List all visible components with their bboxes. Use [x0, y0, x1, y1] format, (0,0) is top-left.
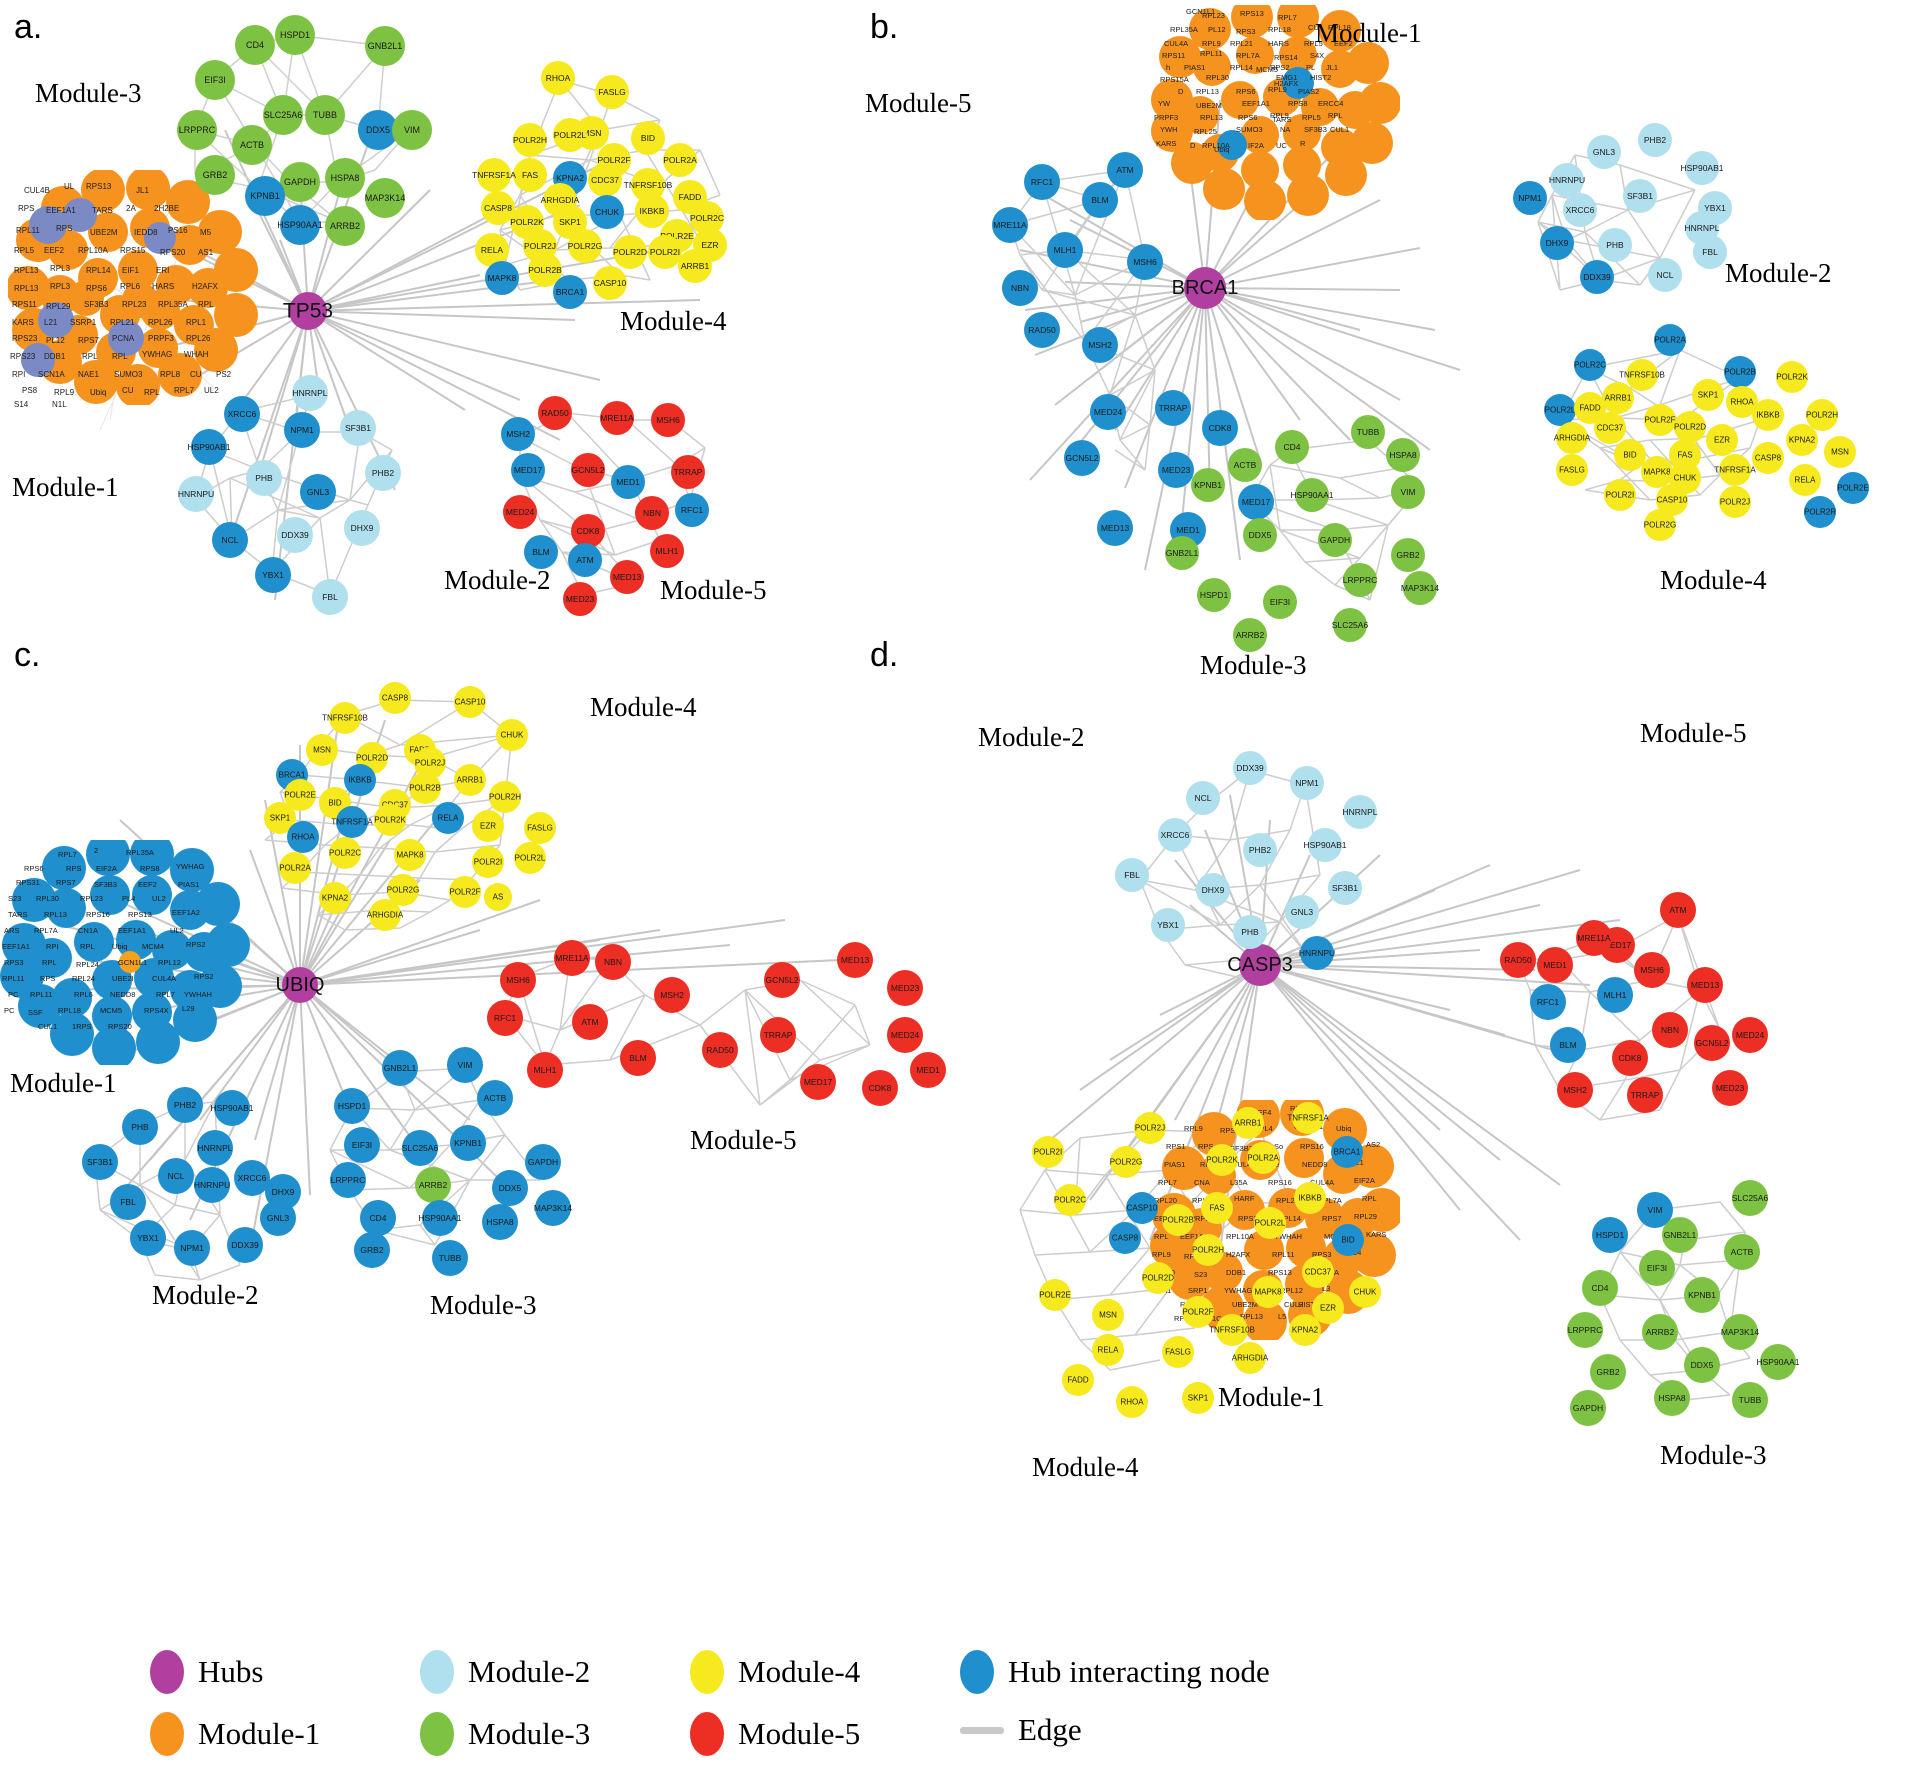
module-label-d-4: Module-4: [1032, 1452, 1139, 1482]
legend-swatch-module1: [150, 1712, 184, 1756]
legend-label-edge: Edge: [1018, 1712, 1082, 1747]
module1-blob-b: [1151, 0, 1401, 222]
module1-labels-a: CUL4B UL RPS13 JL1 RPS EEF1A1 TARS 2A 2H…: [10, 182, 232, 409]
panel-b-letter: b.: [870, 8, 899, 46]
panel-c: c.: [0, 636, 960, 1650]
legend-swatch-module4: [690, 1650, 724, 1694]
panel-d-letter: d.: [870, 636, 899, 674]
module4-edges-b: [1559, 349, 1761, 501]
module-label-c-2: Module-2: [152, 1280, 259, 1310]
module-label-a-3: Module-3: [35, 78, 142, 108]
module-label-c-5: Module-5: [690, 1125, 797, 1155]
legend-label-module4: Module-4: [738, 1654, 861, 1689]
legend-label-module1: Module-1: [198, 1716, 321, 1751]
panel-d: d.: [870, 636, 1923, 1650]
module1-labels-b: RPL23 RPS13 RPL7 RPL35A PL12 RPS3 RPL18 …: [1154, 7, 1353, 154]
module1-cluster-a: CUL4B UL RPS13 JL1 RPS EEF1A1 TARS 2A 2H…: [6, 166, 258, 409]
legend-item-module2: Module-2: [420, 1650, 590, 1694]
module5-edges-d: [1519, 914, 1721, 1121]
module1-blob-c: [0, 832, 250, 1070]
module2-edges-d: [1139, 769, 1321, 981]
panel-c-letter: c.: [14, 636, 41, 674]
legend-swatch-edge: [960, 1726, 1004, 1734]
legend-swatch-hub-interacting: [960, 1650, 994, 1694]
module-label-d-3: Module-3: [1660, 1440, 1767, 1470]
legend-swatch-module3: [420, 1712, 454, 1756]
module-label-d-1: Module-1: [1218, 1382, 1325, 1412]
module-label-a-4: Module-4: [620, 306, 727, 336]
module-label-d-2: Module-2: [978, 722, 1085, 752]
panel-a-letter: a.: [14, 8, 43, 46]
legend-label-module2: Module-2: [468, 1654, 591, 1689]
module3-edges-c: [329, 1067, 541, 1246]
panel-b-network: [1009, 99, 1761, 601]
panel-c-network: [54, 699, 871, 1281]
figure-legend: Hubs Module-2 Module-4 Hub interacting n…: [150, 1650, 1380, 1770]
legend-item-module3: Module-3: [420, 1712, 590, 1756]
module1-cluster-b: RPL23 RPS13 RPL7 RPL35A PL12 RPS3 RPL18 …: [1150, 0, 1401, 222]
panel-d-network: [1019, 769, 1751, 1401]
legend-item-hubs: Hubs: [150, 1650, 263, 1694]
module2-edges-c: [94, 1101, 241, 1281]
module4-edges-c: [264, 699, 513, 931]
legend-item-edge: Edge: [960, 1712, 1082, 1748]
module-label-b-3: Module-3: [1200, 650, 1307, 680]
module1-labels-c: RPL7 2 RPL35A RPS6 RPS EIF2A RPS8 YWHAG …: [2, 846, 214, 1031]
module3-edges-b: [1249, 439, 1421, 601]
module-label-b-4: Module-4: [1660, 565, 1767, 595]
module-label-c-1: Module-1: [10, 1068, 117, 1098]
legend-swatch-hubs: [150, 1650, 184, 1694]
panel-b: b.: [865, 0, 1923, 680]
module-label-a-2: Module-2: [444, 565, 551, 595]
panel-a: a.: [0, 0, 960, 660]
legend-item-hub-interacting: Hub interacting node: [960, 1650, 1270, 1694]
legend-swatch-module5: [690, 1712, 724, 1756]
module1-labels-d: ARHGEF4 RPS20 RPL9 RPS1 RPL4 GCN1L1 Ubiq…: [1152, 1104, 1387, 1323]
legend-item-module1: Module-1: [150, 1712, 320, 1756]
legend-label-hub-interacting: Hub interacting node: [1008, 1654, 1270, 1689]
module3-edges-d: [1599, 1201, 1751, 1401]
module-label-c-4: Module-4: [590, 692, 697, 722]
legend-label-hubs: Hubs: [198, 1654, 264, 1689]
module5-edges-b: [1009, 169, 1156, 471]
legend-label-module5: Module-5: [738, 1716, 861, 1751]
legend-swatch-module2: [420, 1650, 454, 1694]
module-label-c-3: Module-3: [430, 1290, 537, 1320]
legend-item-module5: Module-5: [690, 1712, 860, 1756]
module5-edges-c: [504, 957, 871, 1106]
module1-cluster-c: RPL7 2 RPL35A RPS6 RPS EIF2A RPS8 YWHAG …: [0, 832, 250, 1070]
module2-edges-b: [1537, 154, 1696, 291]
module-label-a-5: Module-5: [660, 575, 767, 605]
legend-item-module4: Module-4: [690, 1650, 860, 1694]
module-label-b-5: Module-5: [865, 88, 972, 118]
module1-cluster-d: ARHGEF4 RPS20 RPL9 RPS1 RPL4 GCN1L1 Ubiq…: [1150, 1092, 1404, 1344]
legend-label-module3: Module-3: [468, 1716, 591, 1751]
module-label-b-2: Module-2: [1725, 258, 1832, 288]
module-label-a-1: Module-1: [12, 472, 119, 502]
module-label-d-5: Module-5: [1640, 718, 1747, 748]
module1-blob-a: [6, 166, 258, 408]
module-label-b-1: Module-1: [1315, 18, 1422, 48]
